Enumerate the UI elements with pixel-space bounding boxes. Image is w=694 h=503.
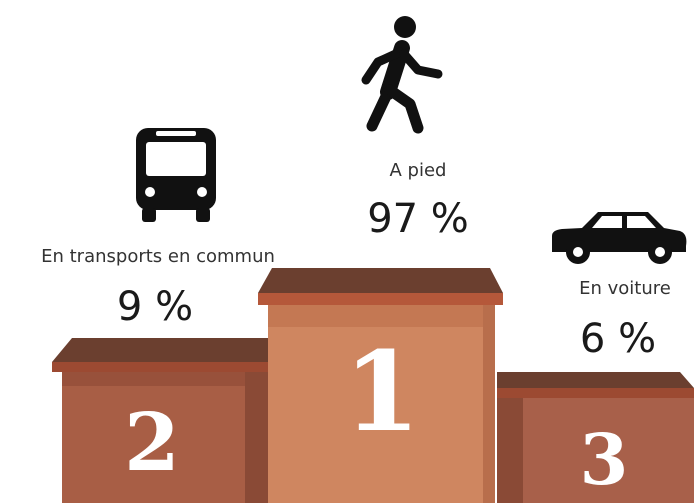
- rank-number: 3: [580, 418, 629, 501]
- podium-block-2: [52, 338, 268, 503]
- podium-block-1: [258, 268, 503, 503]
- rank-number: 2: [124, 395, 180, 489]
- mode-percent: 97 %: [367, 196, 469, 242]
- car-icon: [552, 212, 687, 264]
- podium-block-3: [497, 372, 694, 503]
- walk-icon: [361, 16, 443, 134]
- mode-percent: 6 %: [580, 316, 656, 362]
- mode-label: En transports en commun: [41, 246, 275, 267]
- mode-percent: 9 %: [117, 284, 193, 330]
- mode-label: En voiture: [579, 278, 671, 299]
- mode-label: A pied: [390, 160, 447, 181]
- bus-icon: [136, 128, 216, 222]
- rank-number: 1: [344, 327, 421, 456]
